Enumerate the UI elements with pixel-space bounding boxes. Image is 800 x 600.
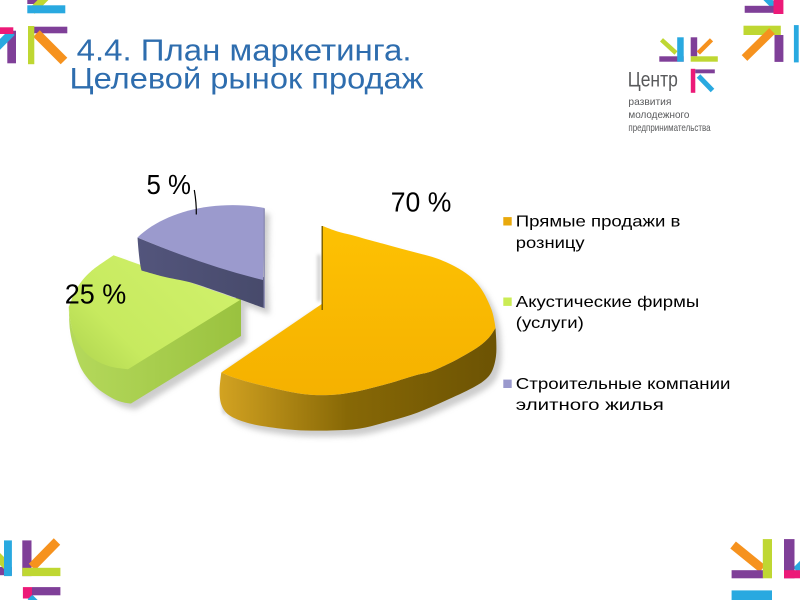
svg-text:элитного жилья: элитного жилья	[516, 397, 664, 414]
svg-text:Центр: Центр	[628, 69, 678, 92]
svg-text:предпринимательства: предпринимательства	[628, 122, 710, 134]
svg-text:(услуги): (услуги)	[516, 315, 584, 332]
svg-text:70 %: 70 %	[391, 187, 452, 218]
svg-text:Прямые продажи в: Прямые продажи в	[516, 214, 681, 231]
svg-text:Акустические фирмы: Акустические фирмы	[516, 294, 699, 311]
svg-text:молодежного: молодежного	[628, 109, 689, 121]
svg-text:4.4. План маркетинга.: 4.4. План маркетинга.	[77, 33, 412, 68]
svg-text:розницу: розницу	[516, 235, 585, 252]
svg-text:25 %: 25 %	[65, 279, 127, 310]
svg-text:развития: развития	[628, 96, 671, 108]
svg-text:Строительные компании: Строительные компании	[516, 376, 731, 393]
svg-text:Целевой рынок продаж: Целевой рынок продаж	[70, 63, 424, 96]
svg-text:5 %: 5 %	[147, 169, 192, 200]
